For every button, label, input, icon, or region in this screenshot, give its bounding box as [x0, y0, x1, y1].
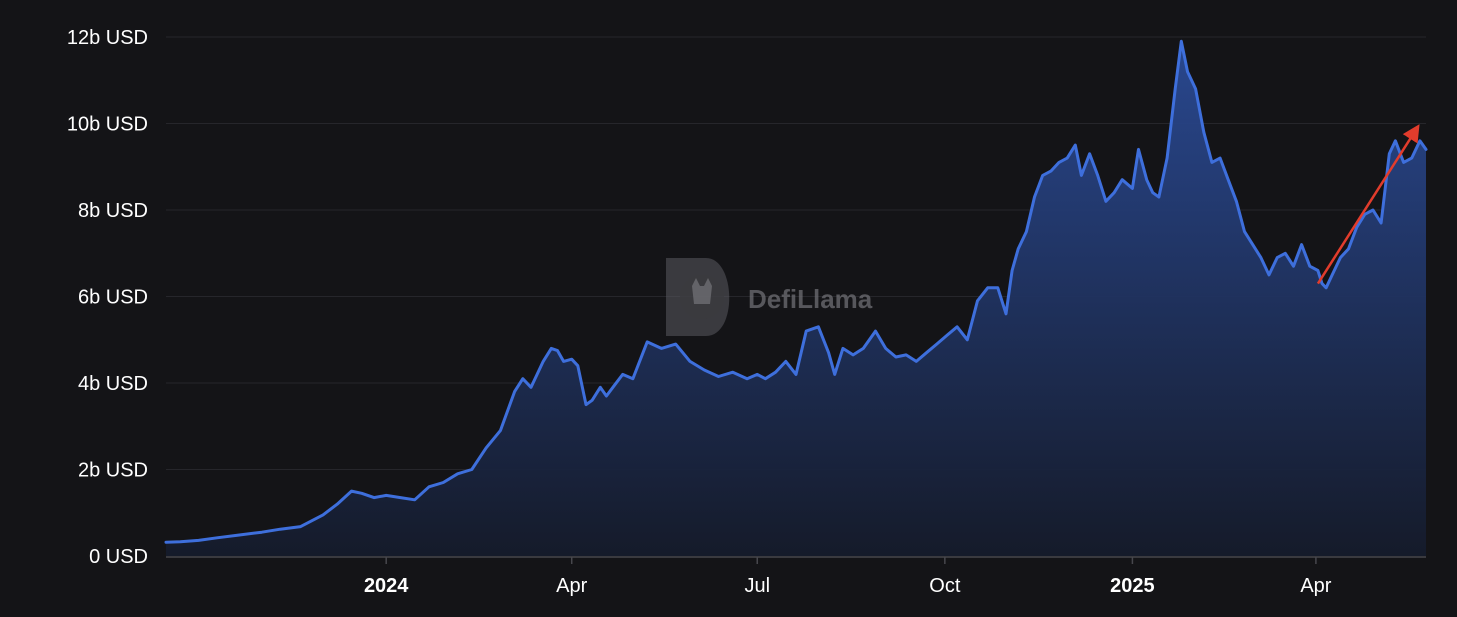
trend-annotation	[1316, 124, 1420, 285]
y-tick-label: 4b USD	[78, 373, 148, 395]
series-line-layer	[164, 39, 1428, 544]
series-area-fill	[166, 41, 1426, 557]
x-tick-label: Apr	[556, 575, 587, 597]
x-tick-label: Oct	[929, 575, 961, 597]
defillama-watermark: DefiLlama	[666, 258, 873, 336]
series-line	[164, 39, 1428, 544]
x-axis	[166, 556, 1426, 564]
y-tick-label: 10b USD	[67, 114, 148, 136]
y-tick-label: 2b USD	[78, 460, 148, 482]
trend-arrow	[1316, 124, 1420, 285]
y-tick-label: 12b USD	[67, 27, 148, 49]
y-tick-label: 8b USD	[78, 200, 148, 222]
x-tick-label: Apr	[1300, 575, 1331, 597]
y-tick-label: 0 USD	[89, 546, 148, 568]
y-axis-labels: 0 USD 2b USD 4b USD 6b USD 8b USD 10b USD 12b …	[67, 27, 148, 568]
x-tick-label: 2024	[364, 575, 409, 597]
x-axis-labels: 2024 Apr Jul Oct 2025 Apr	[364, 575, 1332, 597]
llama-logo-icon	[666, 258, 730, 336]
x-tick-label: 2025	[1110, 575, 1155, 597]
series-area	[166, 41, 1426, 557]
y-tick-label: 6b USD	[78, 287, 148, 309]
watermark-text: DefiLlama	[748, 284, 873, 314]
x-tick-label: Jul	[744, 575, 770, 597]
